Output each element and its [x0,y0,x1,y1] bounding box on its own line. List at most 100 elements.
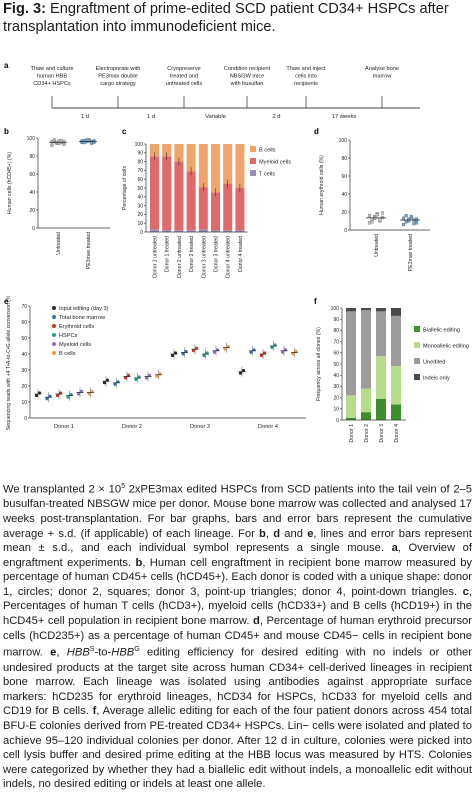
y-tick-label: 0 [140,230,143,236]
figure-title-text: Engraftment of prime-edited SCD patient … [3,1,449,35]
timeline-step-text: untreated cells [166,81,203,87]
panel-c-chart: c 0 10 20 30 40 50 60 70 80 90 100 Percentage of cel… [122,127,291,278]
e-group-label: Donor 2 [122,424,142,430]
e-data-point [291,352,295,356]
x-category-label: PE3max treated [408,234,414,271]
y-tick-label: 0 [24,416,27,422]
c-bar-segment [198,229,208,232]
timeline-interval-label: 17 weeks [332,114,357,120]
y-axis-label: Frequency across all clones (%) [316,327,322,401]
d-data-point [367,221,372,225]
y-tick-label: 70 [21,304,27,310]
figure-number: Fig. 3: [3,1,46,17]
y-tick-label: 20 [333,395,339,401]
d-data-point [370,220,374,224]
e-data-point [34,393,39,398]
c-bar-segment [235,188,245,231]
y-tick-label: 60 [21,320,27,326]
timeline-step-text: recipients [294,81,318,87]
timeline-step-text: with busulfan [230,81,264,87]
f-bar-segment [361,310,371,389]
f-legend-label: Monoallelic editing [423,344,469,350]
e-data-point [76,392,81,396]
e-data-point [134,377,138,382]
c-bar-segment [211,192,220,231]
d-data-point [380,215,385,219]
e-legend-label: Input editing (day 3) [59,306,109,312]
e-legend-label: B cells [59,351,76,357]
y-tick-label: 50 [137,186,143,192]
f-legend-swatch [414,326,420,332]
timeline-step-text: Condition recipient [224,66,271,72]
b-data-point [52,138,57,142]
c-legend-label: B cells [259,148,276,154]
f-bar-segment [346,311,356,396]
y-tick-label: 90 [137,151,143,157]
y-tick-label: 90 [333,317,339,323]
y-tick-label: 10 [333,407,339,413]
e-data-point [144,376,149,380]
c-bar-segment [174,230,184,232]
e-legend-label: HSPCs [59,333,78,339]
x-category-label: Donor 4 [394,424,400,443]
timeline-step-text: cargo strategy [100,81,136,87]
d-data-point [407,219,411,223]
y-axis-label: Percentage of cells [122,166,128,211]
e-data-point [270,345,274,350]
y-tick-label: 40 [333,373,339,379]
e-data-point [249,350,253,354]
x-category-label: Donor 2 untreated [177,236,183,278]
y-tick-label: 80 [29,154,35,160]
x-category-label: Donor 3 untreated [201,236,207,278]
d-data-point [409,214,413,219]
e-data-point [238,371,243,375]
timeline-step-text: Electroporate with [96,66,141,72]
y-tick-label: 40 [137,195,143,201]
y-tick-label: 100 [135,142,144,148]
d-data-point [380,211,385,215]
y-tick-label: 80 [333,328,339,334]
x-category-label: Untreated [374,234,380,257]
e-data-point [102,381,107,385]
timeline-step-text: Thaw and inject [286,66,326,72]
y-tick-label: 20 [137,212,143,218]
y-tick-label: 60 [137,177,143,183]
c-legend-label: Myeloid cells [259,160,291,166]
f-bar-segment [376,308,386,312]
e-legend-label: Myeloid cells [59,342,91,348]
y-tick-label: 20 [341,210,347,216]
y-tick-label: 60 [333,351,339,357]
x-category-label: Donor 3 treated [214,236,220,272]
y-tick-label: 30 [333,384,339,390]
timeline-step-text: PE3max double [98,74,138,80]
panel-b-chart: b 0 20 40 60 80 100 Human cells (hCD45+) (%) Unt… [4,127,110,269]
e-legend-marker [52,324,56,328]
y-tick-label: 60 [29,172,35,178]
x-category-label: Donor 1 treated [165,236,171,272]
d-data-point [414,217,419,221]
panel-b-letter: b [4,127,9,136]
y-axis-label: Human cells (hCD45+) (%) [7,152,13,214]
panel-f-chart: f 0 10 20 30 40 50 60 70 80 90 100 Frequency across … [314,297,469,443]
panel-a-letter: a [4,61,9,70]
c-bar-segment [223,183,233,231]
e-data-point [202,353,206,358]
d-data-point [401,223,406,227]
e-data-point [191,349,196,353]
d-data-point [375,213,379,217]
c-bar-segment [198,144,208,188]
d-data-point [401,216,406,220]
e-data-point [223,347,227,351]
e-data-point [113,382,117,386]
timeline-step-text: Thaw and culture [31,66,74,72]
d-data-point [367,214,372,218]
d-data-point [412,222,416,226]
f-bar-segment [376,398,386,420]
x-category-label: Donor 2 [364,424,370,443]
panel-e-chart: e 0 10 20 30 40 50 60 70 Sequencing reads with +4… [4,296,306,430]
c-bar-segment [150,156,159,230]
y-tick-label: 80 [137,159,143,165]
f-bar-segment [346,395,356,418]
panel-f-letter: f [314,297,317,306]
c-bar-segment [174,144,184,162]
